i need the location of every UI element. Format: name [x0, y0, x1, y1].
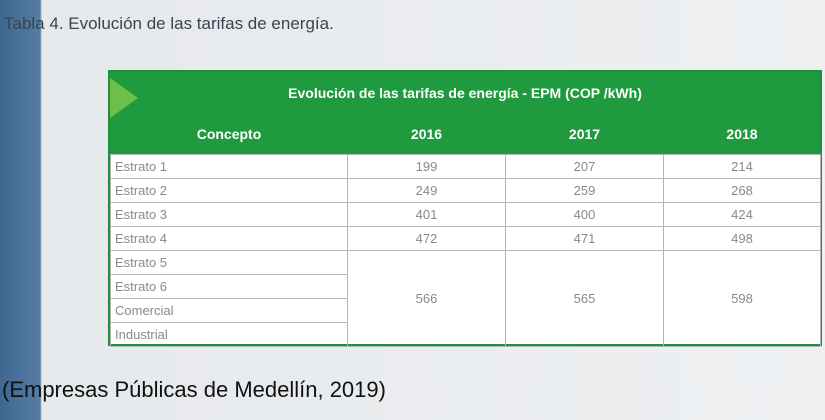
row: Estrato 5 566 565 598 [110, 250, 821, 347]
table-box: Evolución de las tarifas de energía - EP… [108, 70, 822, 347]
value-cell: 401 [347, 202, 506, 227]
row: Industrial [110, 322, 821, 347]
column-header: Concepto [196, 126, 262, 142]
row: Comercial [110, 298, 821, 323]
value-cell: 207 [505, 154, 664, 179]
value-cell: 472 [347, 226, 506, 251]
label-cell: Estrato 2 [110, 178, 348, 203]
label-cell: Estrato 6 [110, 274, 348, 299]
row: Estrato 2 249 259 268 [110, 178, 821, 203]
value-cell: 424 [663, 202, 821, 227]
value-cell: 566 [347, 250, 506, 347]
value-cell: 565 [505, 250, 664, 347]
header-row: Concepto 2016 2017 2018 [111, 114, 821, 155]
column-header: 2017 [568, 126, 601, 142]
value-cell: 471 [505, 226, 664, 251]
column-header: 2016 [410, 126, 443, 142]
label-cell: Industrial [110, 322, 348, 347]
value-cell: 259 [505, 178, 664, 203]
value-cell: 249 [347, 178, 506, 203]
source: (Empresas Públicas de Medellín, 2019) [2, 377, 386, 402]
caption: Tabla 4. Evolución de las tarifas de ene… [4, 14, 334, 33]
label-cell: Comercial [110, 298, 348, 323]
table-header: Evolución de las tarifas de energía - EP… [110, 72, 820, 154]
label-cell: Estrato 3 [110, 202, 348, 227]
value-cell: 400 [505, 202, 664, 227]
column-header: 2018 [726, 126, 758, 142]
table-title: Evolución de las tarifas de energía - EP… [288, 85, 642, 101]
row: Estrato 3 401 400 424 [110, 202, 821, 227]
value-cell: 214 [663, 154, 821, 179]
row: Estrato 1 199 207 214 [110, 154, 821, 179]
label-cell: Estrato 4 [110, 226, 348, 251]
value-cell: 598 [663, 250, 821, 347]
table: Concepto 2016 2017 2018 Estrato 1 199 207 214 E… [110, 114, 821, 347]
arrow-icon [110, 78, 138, 118]
label-cell: Estrato 1 [110, 154, 348, 179]
value-cell: 199 [347, 154, 506, 179]
value-cell: 498 [663, 226, 821, 251]
table-body: Estrato 1 199 207 214 Estrato 2 249 259 268 Estr… [110, 154, 821, 347]
row: Estrato 4 472 471 498 [110, 226, 821, 251]
label-cell: Estrato 5 [110, 250, 348, 275]
value-cell: 268 [663, 178, 821, 203]
